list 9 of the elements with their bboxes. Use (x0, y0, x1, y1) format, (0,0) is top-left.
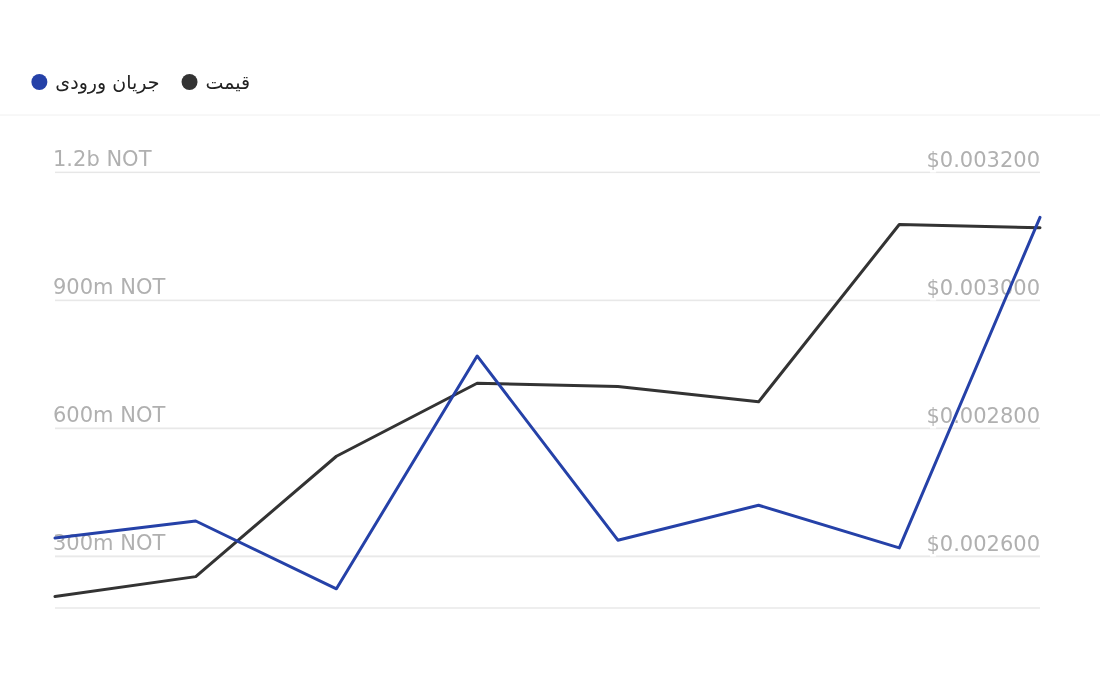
y2-tick-label: $0.002600 (926, 531, 1040, 556)
legend-entry: قیمت (181, 71, 250, 93)
y-tick-label: 1.2b NOT (53, 147, 152, 172)
y-tick-label: 600m NOT (53, 403, 166, 428)
legend-entry: جریان ورودی (31, 71, 160, 93)
y2-tick-label: $0.003200 (926, 147, 1040, 172)
legend-label: قیمت (205, 71, 250, 93)
legend-label: جریان ورودی (55, 71, 160, 94)
y-tick-label: 900m NOT (53, 275, 166, 300)
